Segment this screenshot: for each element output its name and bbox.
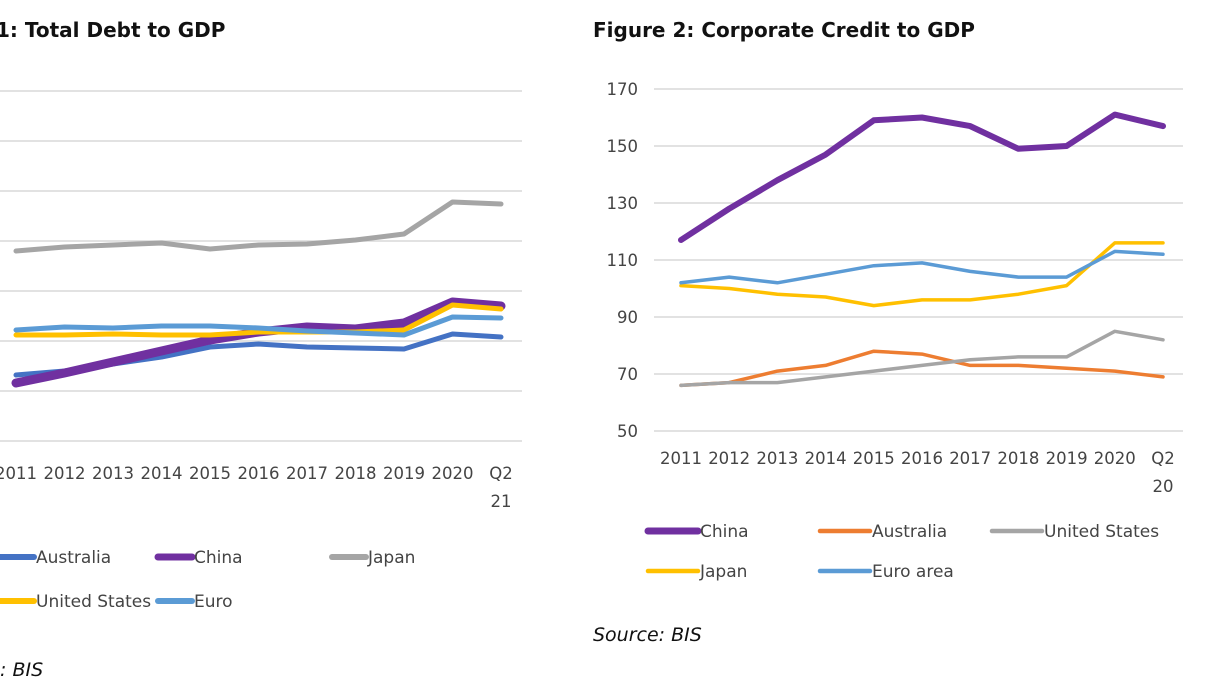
x-tick-label: 2015	[189, 464, 231, 483]
series-line-euro-area	[679, 249, 1165, 285]
series-line-australia	[679, 349, 1165, 388]
series-line-united-states	[13, 302, 504, 338]
y-tick-label: 150	[607, 137, 639, 156]
legend-label-china: China	[700, 522, 749, 542]
x-tick-label: 2017	[286, 464, 328, 483]
x-tick-label: 2014	[805, 449, 847, 468]
x-tick-label: 2020	[432, 464, 474, 483]
x-tick-label: 2017	[949, 449, 991, 468]
y-tick-label: 170	[607, 80, 639, 99]
x-tick-label: 2015	[853, 449, 895, 468]
series-line-japan	[13, 199, 504, 254]
y-tick-label: 50	[617, 422, 638, 441]
x-tick-label: 2013	[92, 464, 134, 483]
legend-label-japan: Japan	[367, 548, 415, 568]
x-tick-label: 2011	[0, 464, 37, 483]
y-tick-label: 130	[607, 194, 639, 213]
legend-label-euro: Euro	[194, 592, 233, 612]
legend-label-euro-area: Euro area	[872, 562, 954, 582]
legend-label-united-states: United States	[1044, 522, 1159, 542]
chart1-source: : BIS	[0, 659, 43, 681]
x-tick-label: 2016	[901, 449, 943, 468]
y-tick-label: 90	[617, 308, 638, 327]
x-tick-label: 2012	[708, 449, 750, 468]
series-line-china	[678, 111, 1166, 243]
x-tick-label: 2016	[238, 464, 280, 483]
legend-label-australia: Australia	[36, 548, 111, 568]
legend-label-united-states: United States	[36, 592, 151, 612]
x-tick-label: 2020	[1094, 449, 1136, 468]
chart1-legend: Australia China Japan United States Euro	[0, 548, 415, 612]
x-tick-label: 2014	[141, 464, 183, 483]
legend-label-japan: Japan	[699, 562, 747, 582]
y-tick-label: 70	[617, 365, 638, 384]
legend-label-china: China	[194, 548, 243, 568]
legend-label-australia: Australia	[872, 522, 947, 542]
y-tick-label: 110	[607, 251, 639, 270]
chart1-title: 1: Total Debt to GDP	[0, 18, 225, 42]
x-tick-label: 2012	[44, 464, 86, 483]
x-tick-label: 2018	[335, 464, 377, 483]
x-tick-label: 2011	[660, 449, 702, 468]
chart-corporate-credit: Figure 2: Corporate Credit to GDP 50 70 90…	[593, 18, 1183, 646]
x-tick-label: 2019	[383, 464, 425, 483]
x-tick-label: 2018	[997, 449, 1039, 468]
x-tick-label: 2013	[756, 449, 798, 468]
series-line-euro	[13, 314, 504, 338]
series-line-united-states	[679, 329, 1165, 388]
chart2-legend: China Australia United States Japan Euro are…	[644, 522, 1159, 582]
chart2-source: Source: BIS	[593, 624, 702, 646]
chart-total-debt: 1: Total Debt to GDP 2011 2012 2013 2014 201…	[0, 18, 522, 681]
x-tick-label: 2019	[1046, 449, 1088, 468]
series-line-japan	[679, 241, 1165, 308]
x-tick-label: Q2 20	[1151, 449, 1175, 496]
x-tick-label: Q2 21	[489, 464, 513, 511]
chart2-title: Figure 2: Corporate Credit to GDP	[593, 18, 975, 42]
